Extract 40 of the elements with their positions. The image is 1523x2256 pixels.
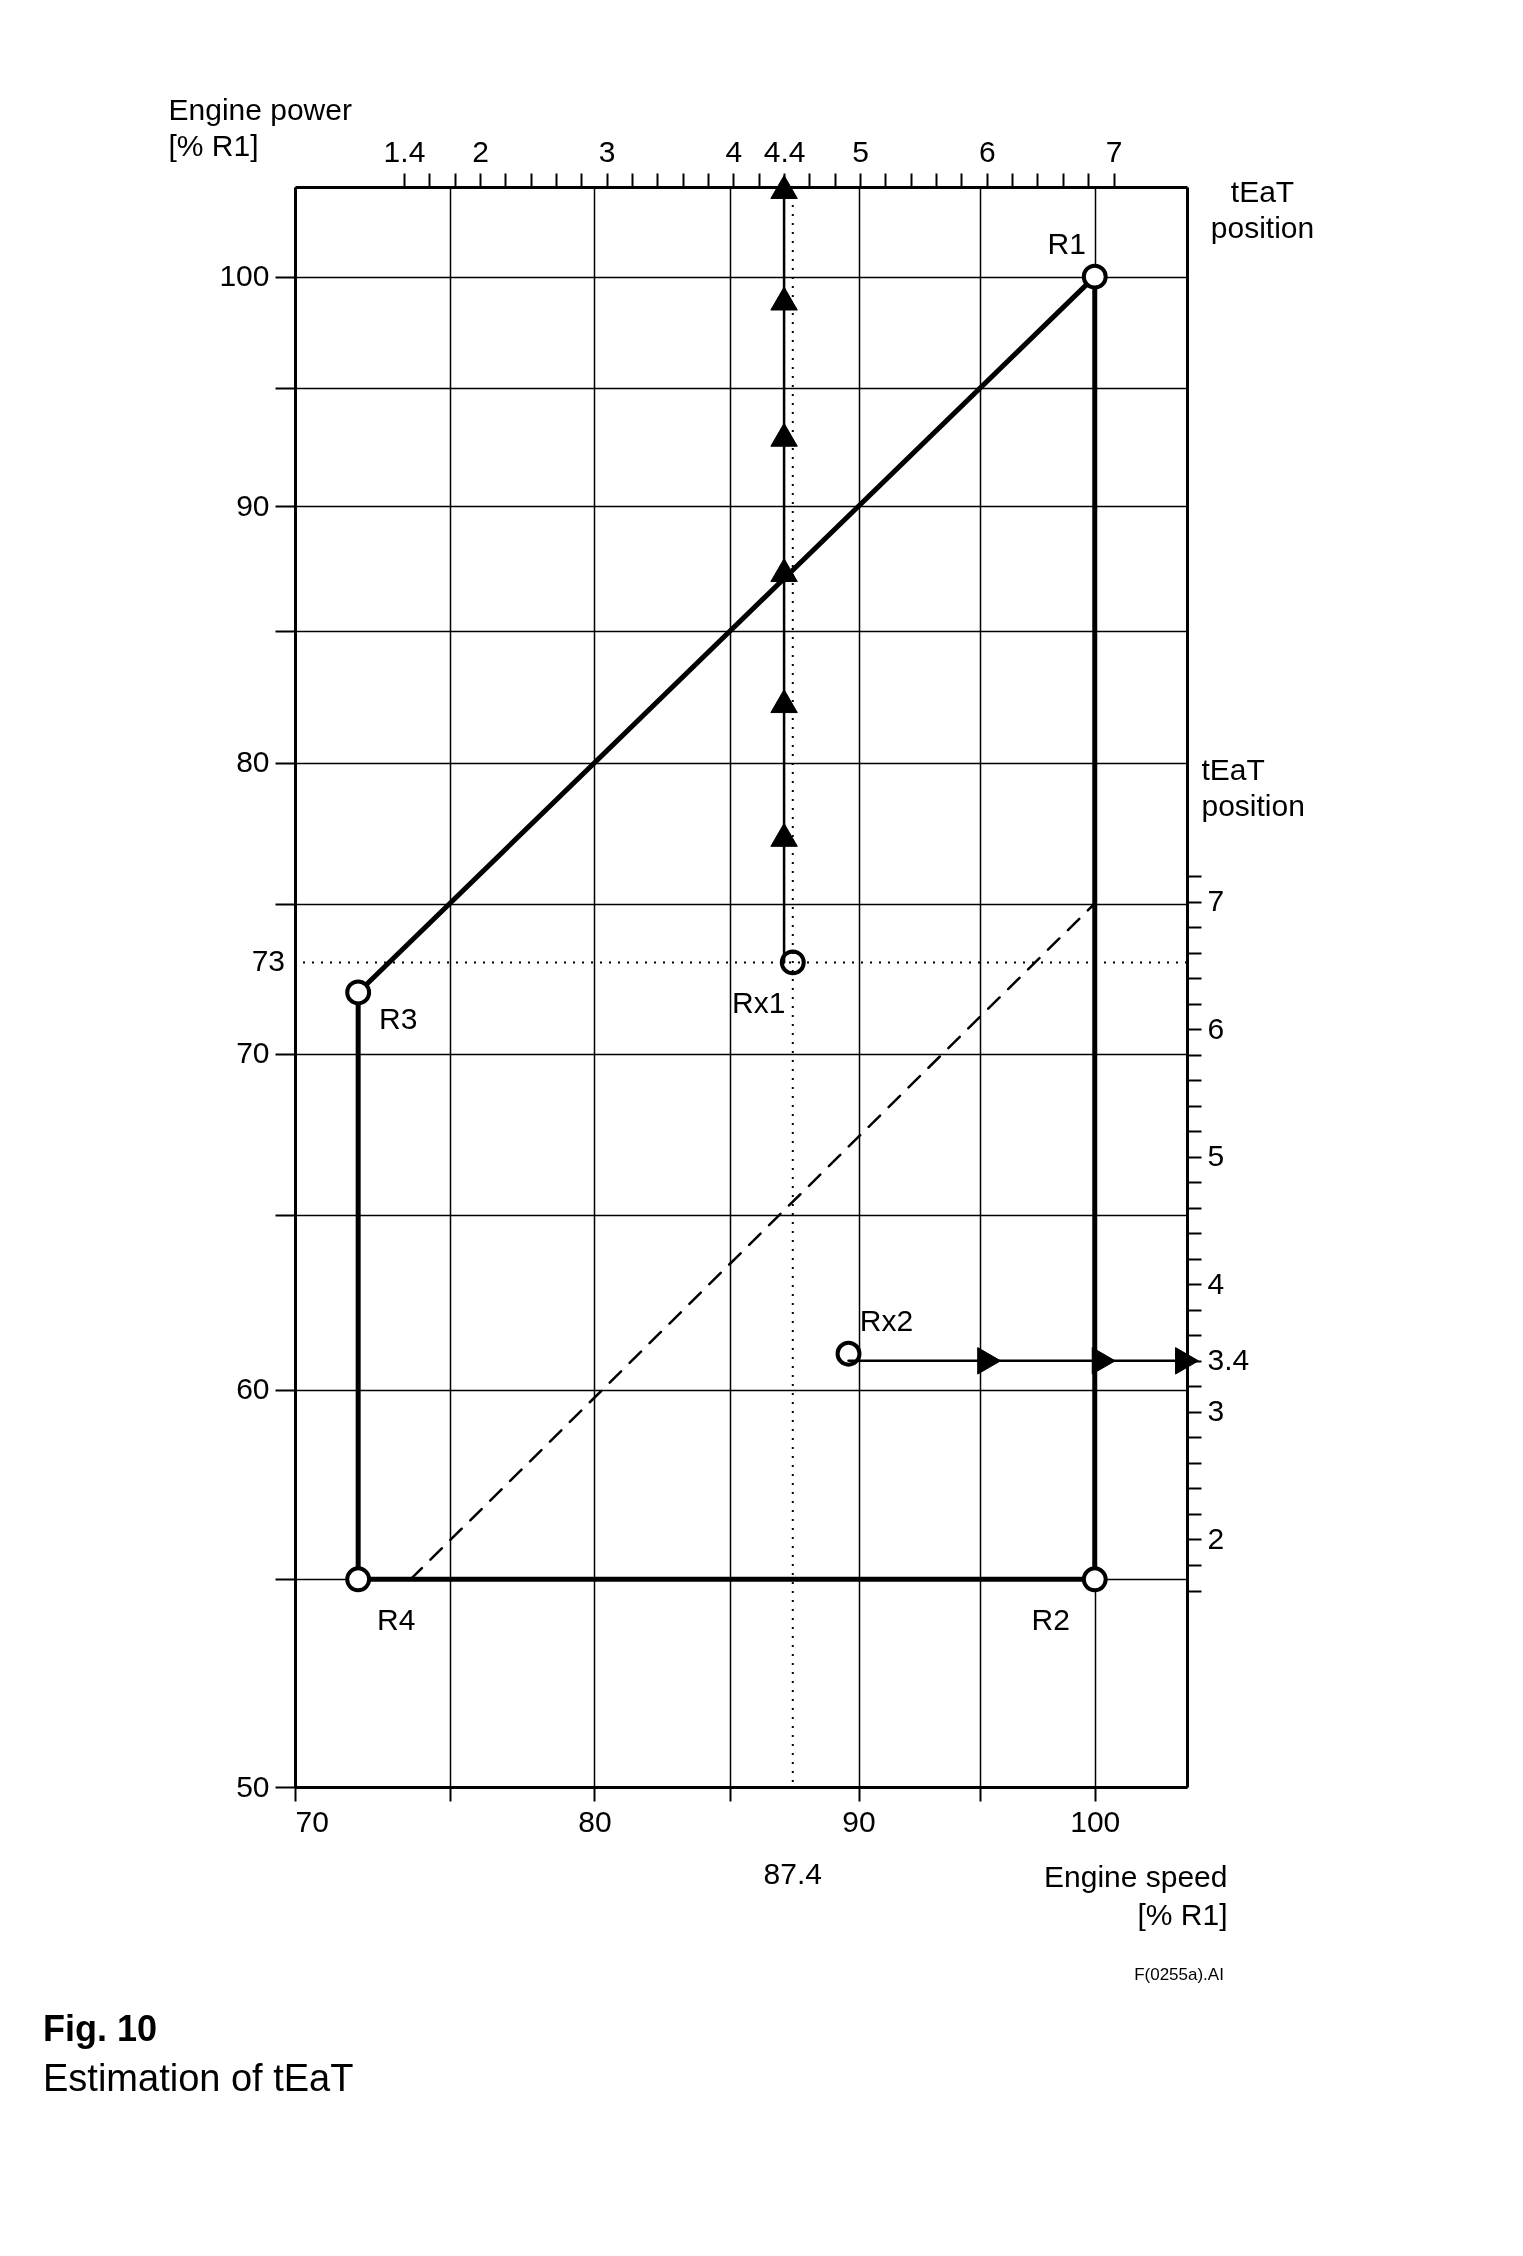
y-tick-label: 90	[236, 488, 270, 522]
x2-tick-label: 7	[1105, 134, 1123, 168]
y2-axis-title: tEaT position	[1201, 753, 1305, 823]
y2-tick-label: 3.4	[1207, 1343, 1250, 1377]
y2-tick-label: 3	[1207, 1394, 1225, 1428]
x2-tick-label: 1.4	[383, 134, 426, 168]
y2-tick-label: 4	[1207, 1266, 1225, 1300]
y-tick-label: 50	[236, 1769, 270, 1803]
text: Fig. 10	[43, 2008, 158, 2049]
ref-line-label: 73	[251, 944, 285, 978]
y-axis-title: Engine power [% R1]	[168, 92, 352, 162]
annotation: Rx1	[732, 986, 786, 1020]
y2-tick-label: 6	[1207, 1011, 1225, 1045]
annotation: R2	[1031, 1603, 1070, 1637]
x-tick-label: 100	[1070, 1804, 1121, 1838]
x-tick-label: 70	[295, 1804, 329, 1838]
x2-tick-label: 5	[852, 134, 869, 168]
x2-tick-label: 6	[978, 134, 996, 168]
y2-tick-label: 5	[1207, 1139, 1225, 1173]
text: Estimation of tEaT	[43, 2057, 354, 2099]
x2-tick-label: 2	[472, 134, 489, 168]
x-tick-label: 80	[578, 1804, 612, 1838]
y-tick-label: 70	[236, 1036, 270, 1070]
x2-tick-label: 4	[725, 134, 743, 168]
x-axis-title: Engine speed [% R1]	[1044, 1859, 1228, 1931]
ref-line-label: 87.4	[763, 1857, 822, 1890]
text: F(0255a).AI	[1134, 1965, 1224, 1984]
annotation: R3	[378, 1002, 418, 1036]
x-tick-label: 90	[842, 1804, 876, 1838]
x2-tick-label: 3	[598, 134, 616, 168]
y2-tick-label: 7	[1207, 884, 1225, 918]
x2-axis-title: tEaT position	[1210, 174, 1315, 244]
y2-tick-label: 2	[1207, 1521, 1225, 1555]
annotation: Rx2	[859, 1303, 914, 1337]
annotation: R1	[1047, 226, 1086, 260]
y-tick-label: 100	[219, 259, 270, 293]
x2-tick-label: 4.4	[763, 134, 806, 168]
annotation: R4	[376, 1603, 416, 1637]
y-tick-label: 60	[236, 1372, 270, 1406]
y-tick-label: 80	[236, 745, 270, 779]
